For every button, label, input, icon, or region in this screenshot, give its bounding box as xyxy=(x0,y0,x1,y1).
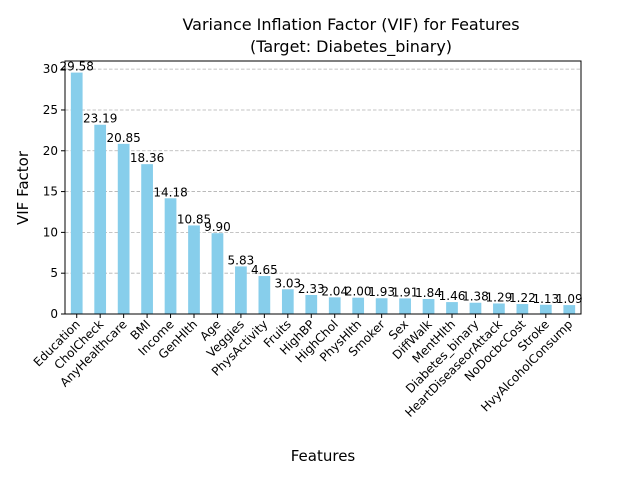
bar xyxy=(164,198,177,314)
bar-value-label: 18.36 xyxy=(130,151,164,165)
value-labels: 29.58 23.19 20.85 18.36 14.18 10.859.90 5.834.… xyxy=(60,60,583,307)
bar-value-label: 2.33 xyxy=(298,282,325,296)
bar xyxy=(281,289,294,314)
bar xyxy=(188,225,200,314)
x-axis-label: Features xyxy=(291,447,356,465)
bar xyxy=(117,143,130,314)
bar-value-label: 1.38 xyxy=(462,290,489,304)
y-tick-label: 5 xyxy=(50,266,58,280)
bar xyxy=(70,72,83,314)
bars xyxy=(70,72,576,314)
y-axis-label: VIF Factor xyxy=(14,150,32,225)
y-tick-label: 0 xyxy=(50,307,58,321)
bar xyxy=(94,124,107,314)
x-axis: EducationCholCheckAnyHealthcareBMIIncome… xyxy=(31,314,575,420)
bar-value-label: 2.00 xyxy=(345,285,372,299)
bar-value-label: 9.90 xyxy=(204,220,231,234)
bar-value-label: 1.22 xyxy=(509,291,536,305)
y-tick-label: 30 xyxy=(43,62,58,76)
bar xyxy=(422,298,435,314)
bar xyxy=(493,303,505,314)
bar-value-label: 20.85 xyxy=(106,131,140,145)
bar-value-label: 1.93 xyxy=(368,285,395,299)
bar-value-label: 5.83 xyxy=(228,253,255,267)
bar xyxy=(446,302,458,314)
y-axis: 0 5 10 15 20 25 30 xyxy=(43,62,65,321)
bar xyxy=(563,305,576,314)
bar xyxy=(211,233,224,314)
bar xyxy=(469,302,482,314)
bar-value-label: 1.09 xyxy=(556,292,583,306)
bar xyxy=(375,298,388,314)
bar xyxy=(328,297,341,314)
bar xyxy=(258,276,271,314)
bar-value-label: 1.29 xyxy=(486,290,513,304)
bar-value-label: 14.18 xyxy=(153,185,187,199)
bar-value-label: 1.13 xyxy=(532,292,559,306)
bar-value-label: 1.46 xyxy=(439,289,466,303)
bar-value-label: 1.84 xyxy=(415,286,442,300)
bar-value-label: 2.04 xyxy=(321,284,348,298)
bar xyxy=(539,304,552,314)
bar xyxy=(235,266,247,314)
y-tick-label: 20 xyxy=(43,144,58,158)
chart-subtitle: (Target: Diabetes_binary) xyxy=(250,37,452,57)
bar xyxy=(352,297,365,314)
y-tick-label: 25 xyxy=(43,103,58,117)
y-tick-label: 15 xyxy=(43,185,58,199)
bar-value-label: 23.19 xyxy=(83,112,117,126)
plot-frame xyxy=(64,60,582,315)
bar xyxy=(399,298,411,314)
bar xyxy=(305,294,318,314)
bar xyxy=(516,304,529,314)
bar xyxy=(141,164,153,314)
bar-value-label: 3.03 xyxy=(274,276,301,290)
bar-value-label: 4.65 xyxy=(251,263,278,277)
chart-title: Variance Inflation Factor (VIF) for Feat… xyxy=(182,15,519,34)
bar-value-label: 29.58 xyxy=(60,60,94,74)
y-tick-label: 10 xyxy=(43,225,58,239)
bar-value-label: 10.85 xyxy=(177,212,211,226)
bar-value-label: 1.91 xyxy=(392,285,419,299)
